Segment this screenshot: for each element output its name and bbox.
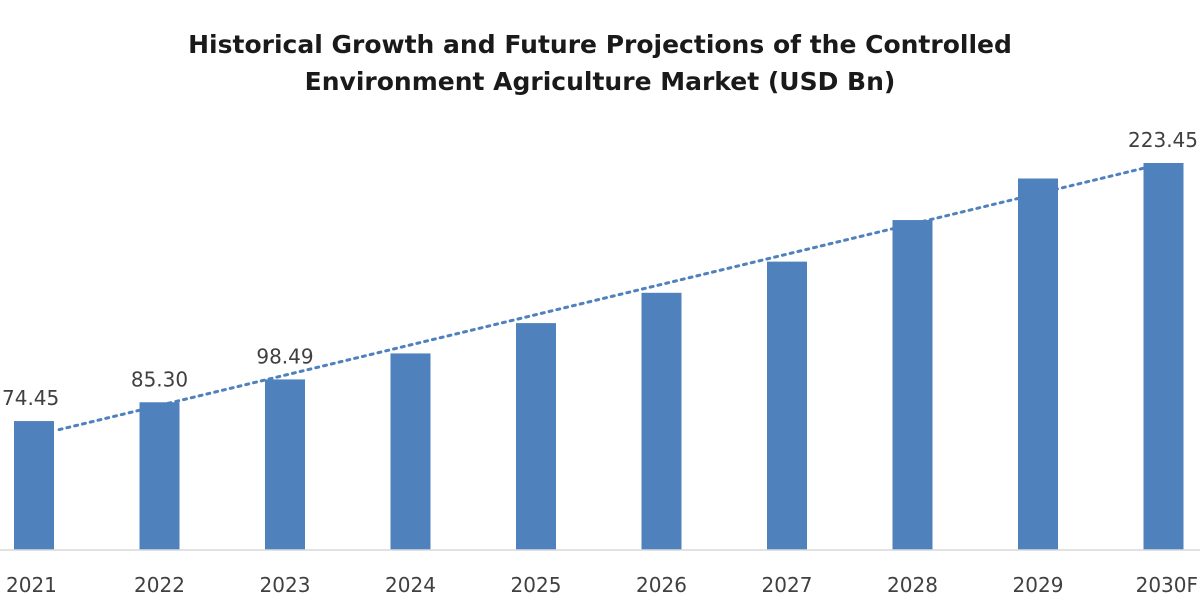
x-tick-label-2026: 2026: [636, 573, 687, 597]
x-tick-label-2023: 2023: [260, 573, 311, 597]
chart-title: Historical Growth and Future Projections…: [0, 26, 1200, 100]
bar-2030F: [1143, 163, 1184, 550]
bar-2024: [390, 353, 431, 550]
data-label-2022: 85.30: [131, 367, 188, 391]
x-tick-label-2024: 2024: [385, 573, 436, 597]
x-tick-label-2030F: 2030F: [1136, 573, 1198, 597]
data-label-2021: 74.45: [2, 386, 59, 410]
bars-group: [14, 163, 1184, 550]
data-label-2030F: 223.45: [1128, 128, 1198, 152]
x-tick-labels-group: 2021 2022 2023 2024 2025 2026 2027 2028 2029 2030…: [6, 573, 1198, 597]
bar-2021: [14, 421, 54, 550]
trend-line: [57, 164, 1153, 432]
data-labels-group: 74.45 85.30 98.49 223.45: [2, 128, 1198, 410]
bar-2022: [139, 402, 180, 550]
data-label-2023: 98.49: [256, 344, 313, 368]
x-tick-label-2027: 2027: [762, 573, 813, 597]
bar-2028: [892, 220, 933, 550]
x-tick-label-2028: 2028: [887, 573, 938, 597]
bar-2029: [1018, 178, 1058, 550]
bar-2027: [767, 261, 807, 550]
chart-title-line-2: Environment Agriculture Market (USD Bn): [304, 67, 896, 96]
x-tick-label-2022: 2022: [134, 573, 185, 597]
bar-2023: [265, 379, 305, 550]
bar-2026: [641, 292, 682, 550]
x-tick-label-2021: 2021: [6, 573, 57, 597]
chart-title-line-1: Historical Growth and Future Projections…: [188, 30, 1012, 59]
bar-2025: [516, 323, 556, 550]
x-tick-label-2029: 2029: [1013, 573, 1064, 597]
x-tick-label-2025: 2025: [511, 573, 562, 597]
